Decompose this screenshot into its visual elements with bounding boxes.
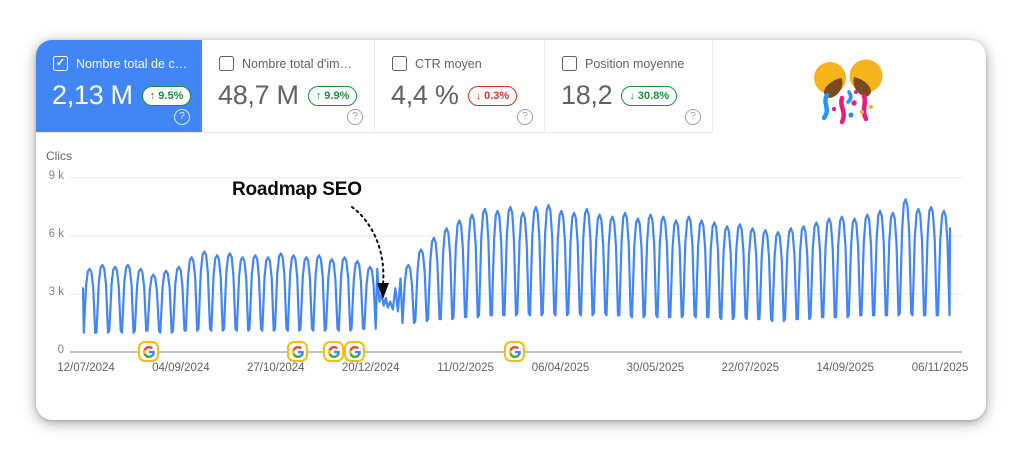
help-icon[interactable]: ?	[174, 109, 190, 125]
google-logo-marker	[323, 341, 344, 362]
metric-card-total-impressions[interactable]: Nombre total d'im… 48,7 M ↑ 9.9% ?	[202, 40, 375, 132]
y-axis-tick-label: 6 k	[48, 228, 64, 240]
google-logo-marker	[344, 341, 365, 362]
metric-value: 18,2	[561, 80, 613, 110]
y-axis-tick-label: 0	[57, 344, 64, 356]
metrics-row: ✓ Nombre total de c… 2,13 M ↑ 9.5% ? Nom…	[36, 40, 713, 133]
x-axis-date-label: 30/05/2025	[626, 362, 685, 374]
x-axis-date-label: 11/02/2025	[437, 362, 494, 374]
confetti-ball-icon	[814, 59, 883, 125]
trend-badge: ↓ 30.8%	[621, 85, 678, 106]
metric-card-avg-position[interactable]: Position moyenne 18,2 ↓ 30.8% ?	[545, 40, 713, 132]
trend-badge: ↑ 9.5%	[141, 85, 192, 106]
checkbox-total-clicks[interactable]: ✓	[53, 56, 68, 71]
x-axis-date-label: 20/12/2024	[341, 362, 400, 374]
x-axis-date-label: 06/04/2025	[531, 362, 590, 374]
x-axis-date-label: 12/07/2024	[57, 362, 115, 374]
metric-label: Nombre total d'im…	[242, 56, 353, 71]
checkbox-avg-ctr[interactable]	[392, 56, 407, 71]
google-logo-marker	[504, 341, 525, 362]
checkbox-avg-position[interactable]	[562, 56, 577, 71]
google-logo-marker	[138, 341, 159, 362]
trend-badge: ↓ 0.3%	[467, 85, 518, 106]
y-axis-tick-label: 3 k	[48, 286, 64, 298]
metric-label: CTR moyen	[415, 56, 482, 71]
checkbox-total-impressions[interactable]	[219, 56, 234, 71]
help-icon[interactable]: ?	[347, 109, 363, 125]
metric-card-avg-ctr[interactable]: CTR moyen 4,4 % ↓ 0.3% ?	[375, 40, 545, 132]
x-axis-date-label: 06/11/2025	[911, 362, 969, 374]
x-axis-date-label: 04/09/2024	[152, 362, 210, 374]
y-axis-tick-label: 9 k	[48, 170, 64, 182]
metric-value: 4,4 %	[391, 80, 459, 110]
metric-value: 2,13 M	[52, 80, 133, 110]
trend-badge: ↑ 9.9%	[307, 85, 358, 106]
google-logo-marker	[287, 341, 308, 362]
metric-label: Nombre total de c…	[76, 56, 188, 71]
x-axis-date-label: 22/07/2025	[721, 362, 780, 374]
metric-value: 48,7 M	[218, 80, 299, 110]
help-icon[interactable]: ?	[517, 109, 533, 125]
search-console-performance-card: ✓ Nombre total de c… 2,13 M ↑ 9.5% ? Nom…	[36, 40, 986, 420]
x-axis-date-label: 14/09/2025	[816, 362, 874, 374]
help-icon[interactable]: ?	[685, 109, 701, 125]
metric-card-total-clicks[interactable]: ✓ Nombre total de c… 2,13 M ↑ 9.5% ?	[36, 40, 202, 132]
roadmap-seo-annotation: Roadmap SEO	[232, 179, 362, 200]
y-axis-title: Clics	[46, 149, 72, 163]
metric-label: Position moyenne	[585, 56, 685, 71]
x-axis-date-label: 27/10/2024	[247, 362, 305, 374]
